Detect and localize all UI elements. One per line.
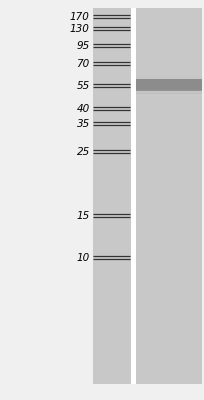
Bar: [136, 81, 202, 90]
Bar: [136, 88, 202, 90]
Bar: [136, 80, 202, 94]
Bar: [136, 8, 202, 384]
Bar: [136, 76, 202, 94]
Bar: [136, 86, 202, 90]
Bar: [136, 94, 202, 96]
Bar: [136, 86, 202, 90]
Bar: [136, 80, 202, 90]
Bar: [136, 82, 202, 94]
Text: 15: 15: [76, 210, 90, 221]
Bar: [136, 84, 202, 90]
Bar: [131, 8, 136, 384]
Bar: [93, 8, 131, 384]
Bar: [136, 81, 202, 90]
Text: 55: 55: [76, 80, 90, 90]
Bar: [136, 82, 202, 90]
Text: 130: 130: [70, 24, 90, 34]
Bar: [136, 82, 202, 90]
Text: 25: 25: [76, 146, 90, 156]
Bar: [136, 86, 202, 94]
Bar: [136, 87, 202, 90]
Bar: [136, 85, 202, 90]
Bar: [136, 79, 202, 90]
Bar: [136, 92, 202, 94]
Bar: [136, 88, 202, 94]
Text: 10: 10: [76, 253, 90, 262]
Bar: [136, 89, 202, 90]
Bar: [136, 84, 202, 94]
Text: 40: 40: [76, 104, 90, 114]
Bar: [136, 83, 202, 94]
Bar: [136, 84, 202, 90]
Bar: [136, 85, 202, 94]
Bar: [136, 85, 202, 90]
Bar: [136, 89, 202, 94]
Bar: [136, 90, 202, 94]
Text: 70: 70: [76, 59, 90, 69]
Bar: [136, 87, 202, 94]
Bar: [136, 84, 202, 90]
Bar: [136, 77, 202, 94]
Text: 95: 95: [76, 41, 90, 51]
Bar: [136, 88, 202, 90]
Text: 35: 35: [76, 118, 90, 128]
Bar: [136, 78, 202, 94]
Bar: [136, 83, 202, 90]
Text: 170: 170: [70, 12, 90, 22]
Bar: [136, 89, 202, 90]
Bar: [136, 80, 202, 90]
Bar: [136, 91, 202, 94]
Bar: [136, 80, 202, 90]
Bar: [136, 83, 202, 90]
Bar: [136, 87, 202, 90]
Bar: [136, 88, 202, 90]
Bar: [136, 79, 202, 94]
Bar: [136, 75, 202, 94]
Bar: [136, 86, 202, 90]
Bar: [136, 82, 202, 90]
